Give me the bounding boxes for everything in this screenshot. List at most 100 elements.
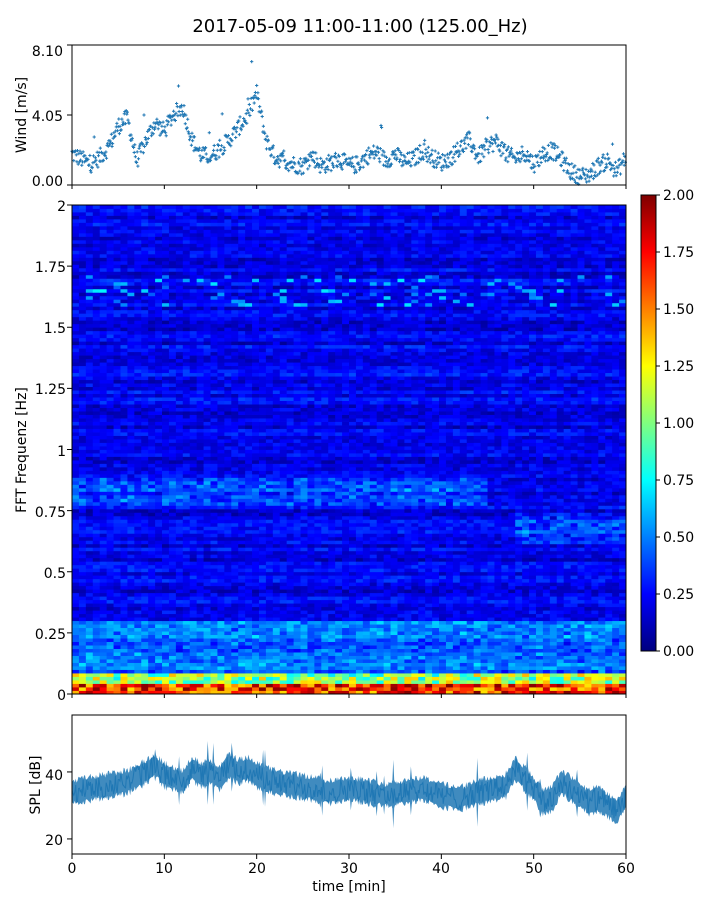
spectrogram-cell xyxy=(591,575,599,580)
spectrogram-cell xyxy=(591,655,599,660)
spectrogram-cell xyxy=(99,578,108,583)
spectrogram-cell xyxy=(487,540,495,545)
spectrogram-cell xyxy=(217,673,225,677)
spectrogram-cell xyxy=(515,568,523,573)
spectrogram-cell xyxy=(162,652,170,656)
spectrogram-cell xyxy=(286,683,294,688)
spectrogram-cell xyxy=(78,533,87,538)
spectrogram-cell xyxy=(78,473,87,478)
spectrogram-cell xyxy=(168,596,177,601)
spectrogram-cell xyxy=(612,662,620,667)
spectrogram-cell xyxy=(106,550,114,555)
spectrogram-cell xyxy=(425,673,433,677)
spectrogram-cell xyxy=(155,533,163,538)
spectrogram-cell xyxy=(612,687,620,691)
spectrogram-cell xyxy=(245,508,253,513)
spectrogram-cell xyxy=(168,526,177,531)
spectrogram-cell xyxy=(425,484,433,489)
spectrogram-cell xyxy=(577,480,585,485)
spectrogram-cell xyxy=(314,487,322,492)
spectrogram-cell xyxy=(300,610,308,615)
spectrogram-cell xyxy=(577,491,585,496)
spectrogram-cell xyxy=(252,529,260,534)
spectrogram-cell xyxy=(418,603,426,608)
spectrogram-cell xyxy=(369,641,378,646)
spectrogram-cell xyxy=(92,505,101,510)
spectrogram-cell xyxy=(542,596,551,601)
spectrogram-cell xyxy=(85,669,94,674)
spectrogram-cell xyxy=(355,519,364,524)
spectrogram-cell xyxy=(584,589,592,594)
spectrogram-cell xyxy=(189,687,198,691)
spectrogram-cell xyxy=(328,589,336,594)
spectrogram-cell xyxy=(217,606,225,611)
spectrogram-cell xyxy=(439,554,447,559)
spectrogram-cell xyxy=(78,662,87,667)
spectrogram-cell xyxy=(542,522,551,527)
spectrogram-cell xyxy=(78,561,87,566)
spectrogram-cell xyxy=(349,501,357,506)
spectrogram-cell xyxy=(494,561,502,566)
spectrogram-cell xyxy=(577,589,585,594)
spectrogram-cell xyxy=(168,620,177,625)
spectrogram-cell xyxy=(556,557,565,562)
spectrogram-cell xyxy=(439,498,447,503)
spectrogram-cell xyxy=(466,669,475,674)
spectrogram-cell xyxy=(78,571,87,576)
spectrogram-cell xyxy=(549,683,558,688)
spectrogram-cell xyxy=(542,610,551,615)
spectrogram-cell xyxy=(404,641,412,646)
spectrogram-cell xyxy=(404,529,412,534)
spectrogram-cell xyxy=(439,543,447,548)
spectrogram-cell xyxy=(418,578,426,583)
spectrogram-cell xyxy=(355,683,364,688)
spectrogram-cell xyxy=(445,512,454,517)
spectrogram-cell xyxy=(307,648,315,653)
spectrogram-cell xyxy=(549,498,558,503)
spectrogram-cell xyxy=(418,676,426,681)
spectrogram-cell xyxy=(529,652,537,656)
spectrogram-cell xyxy=(272,613,281,618)
spectrogram-cell xyxy=(383,533,391,538)
spectrogram-cell xyxy=(162,571,170,576)
spectrogram-cell xyxy=(120,606,128,611)
spectrogram-cell xyxy=(591,638,599,642)
spectrogram-cell xyxy=(293,599,301,604)
spectrogram-cell xyxy=(570,505,578,510)
spectrogram-cell xyxy=(619,585,627,590)
spectrogram-cell xyxy=(570,631,578,636)
spectrogram-cell xyxy=(362,638,371,642)
spectrogram-cell xyxy=(335,533,343,538)
spectrogram-cell xyxy=(584,659,592,663)
spectrogram-cell xyxy=(141,484,149,489)
spectrogram-cell xyxy=(549,603,558,608)
spectrogram-cell xyxy=(563,680,571,684)
spectrogram-cell xyxy=(522,690,530,695)
spectrogram-cell xyxy=(480,648,488,653)
spectrogram-cell xyxy=(404,536,412,541)
spectrogram-cell xyxy=(217,543,225,548)
spectrogram-cell xyxy=(383,634,391,639)
spectrogram-cell xyxy=(445,585,454,590)
spectrogram-cell xyxy=(452,543,461,548)
spectrogram-cell xyxy=(515,508,523,513)
spectrogram-cell xyxy=(522,655,530,660)
spectrogram-cell xyxy=(293,659,301,663)
spectrogram-cell xyxy=(459,526,468,531)
spectrogram-cell xyxy=(522,631,530,636)
spectrogram-cell xyxy=(584,610,592,615)
spectrogram-cell xyxy=(480,638,488,642)
spectrogram-cell xyxy=(577,536,585,541)
spectrogram-cell xyxy=(501,508,509,513)
spectrogram-cell xyxy=(494,683,502,688)
spectrogram-cell xyxy=(196,669,204,674)
spectrogram-cell xyxy=(72,473,80,478)
spectrogram-cell xyxy=(120,561,128,566)
spectrogram-cell xyxy=(355,536,364,541)
spectrogram-cell xyxy=(168,645,177,649)
spectrogram-cell xyxy=(459,585,468,590)
spectrogram-cell xyxy=(480,540,488,545)
spectrogram-cell xyxy=(203,589,211,594)
spectrogram-cell xyxy=(252,676,260,681)
spectrogram-cell xyxy=(300,589,308,594)
